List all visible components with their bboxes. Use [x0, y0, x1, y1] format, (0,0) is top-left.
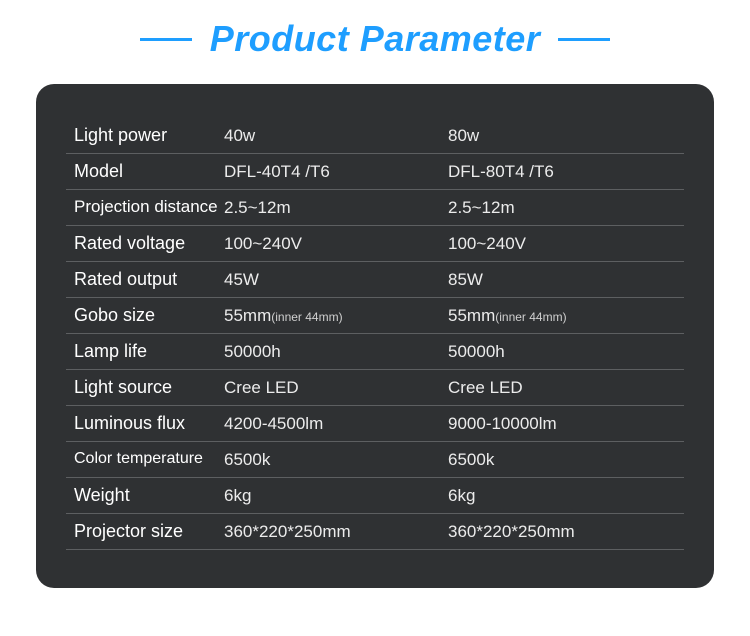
param-value-col2: 360*220*250mm [448, 522, 672, 542]
table-row: Light power 40w 80w [66, 118, 684, 154]
param-name: Weight [74, 486, 224, 505]
param-name: Light power [74, 126, 224, 145]
gobo-size-main: 55mm [224, 306, 271, 325]
param-name: Gobo size [74, 306, 224, 325]
param-name: Model [74, 162, 224, 181]
gobo-size-main: 55mm [448, 306, 495, 325]
param-value-col1: DFL-40T4 /T6 [224, 162, 448, 182]
param-value-col2: 55mm(inner 44mm) [448, 306, 672, 326]
gobo-size-sub: (inner 44mm) [271, 310, 342, 324]
table-row: Projection distance 2.5~12m 2.5~12m [66, 190, 684, 226]
param-value-col2: 80w [448, 126, 672, 146]
param-name: Projector size [74, 522, 224, 541]
param-value-col1: 45W [224, 270, 448, 290]
param-value-col1: 360*220*250mm [224, 522, 448, 542]
param-value-col2: 100~240V [448, 234, 672, 254]
param-name: Luminous flux [74, 414, 224, 433]
param-value-col1: 55mm(inner 44mm) [224, 306, 448, 326]
param-name: Light source [74, 378, 224, 397]
table-row: Luminous flux 4200-4500lm 9000-10000lm [66, 406, 684, 442]
table-row: Color temperature 6500k 6500k [66, 442, 684, 478]
title-dash-left [140, 38, 192, 41]
page-title: Product Parameter [210, 18, 541, 60]
table-row: Weight 6kg 6kg [66, 478, 684, 514]
table-row: Projector size 360*220*250mm 360*220*250… [66, 514, 684, 550]
title-dash-right [558, 38, 610, 41]
param-name: Lamp life [74, 342, 224, 361]
param-name: Rated voltage [74, 234, 224, 253]
param-value-col1: Cree LED [224, 378, 448, 398]
param-value-col1: 100~240V [224, 234, 448, 254]
param-value-col2: 2.5~12m [448, 198, 672, 218]
param-name: Color temperature [74, 451, 224, 468]
table-row: Light source Cree LED Cree LED [66, 370, 684, 406]
table-row: Rated voltage 100~240V 100~240V [66, 226, 684, 262]
table-row: Rated output 45W 85W [66, 262, 684, 298]
gobo-size-sub: (inner 44mm) [495, 310, 566, 324]
param-value-col1: 50000h [224, 342, 448, 362]
param-value-col2: 6kg [448, 486, 672, 506]
param-value-col1: 2.5~12m [224, 198, 448, 218]
param-name: Projection distance [74, 199, 224, 215]
param-value-col1: 4200-4500lm [224, 414, 448, 434]
table-row: Model DFL-40T4 /T6 DFL-80T4 /T6 [66, 154, 684, 190]
param-value-col2: 9000-10000lm [448, 414, 672, 434]
param-value-col2: Cree LED [448, 378, 672, 398]
param-value-col1: 40w [224, 126, 448, 146]
param-value-col2: 50000h [448, 342, 672, 362]
title-row: Product Parameter [0, 0, 750, 84]
param-value-col2: 6500k [448, 450, 672, 470]
param-value-col2: 85W [448, 270, 672, 290]
param-value-col1: 6500k [224, 450, 448, 470]
param-value-col2: DFL-80T4 /T6 [448, 162, 672, 182]
param-name: Rated output [74, 270, 224, 289]
table-row: Gobo size 55mm(inner 44mm) 55mm(inner 44… [66, 298, 684, 334]
parameter-panel: Light power 40w 80w Model DFL-40T4 /T6 D… [36, 84, 714, 588]
param-value-col1: 6kg [224, 486, 448, 506]
table-row: Lamp life 50000h 50000h [66, 334, 684, 370]
